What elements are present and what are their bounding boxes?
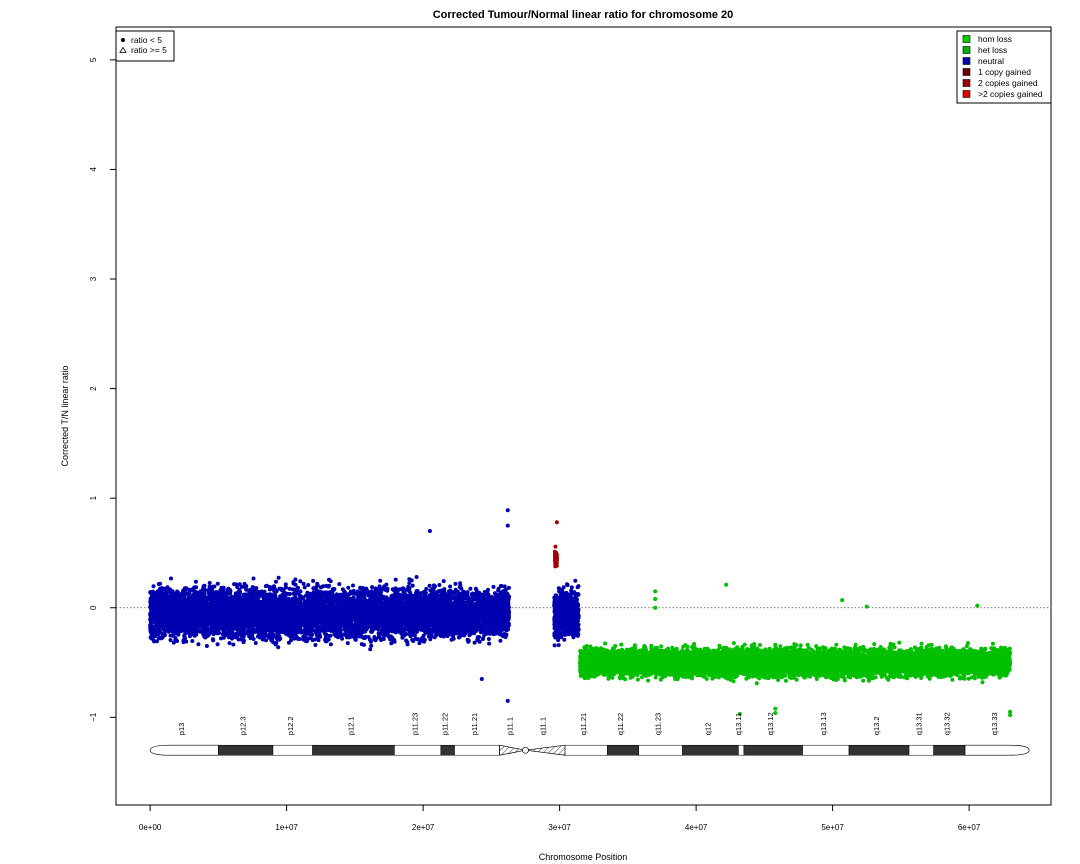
data-point: [315, 581, 320, 586]
data-point: [486, 587, 490, 592]
data-point: [346, 585, 351, 590]
data-point: [171, 640, 176, 645]
data-points: [148, 508, 1013, 718]
data-point: [328, 579, 333, 584]
data-point: [274, 579, 278, 584]
data-point: [370, 585, 375, 590]
chart-title: Corrected Tumour/Normal linear ratio for…: [433, 9, 734, 21]
data-point: [468, 586, 473, 591]
data-point: [207, 581, 212, 585]
data-point: [337, 582, 342, 587]
data-point: [407, 581, 412, 586]
data-point: [169, 576, 173, 581]
data-point: [215, 581, 220, 586]
data-point: [204, 644, 209, 648]
segment-neutral: [148, 575, 512, 652]
data-point: [332, 632, 337, 637]
data-point: [373, 586, 378, 591]
plot-frame: [115, 26, 1052, 806]
data-point: [190, 639, 195, 643]
data-point: [453, 581, 458, 586]
data-point: [264, 583, 269, 588]
data-point: [480, 637, 485, 641]
data-point: [231, 642, 236, 647]
data-point: [378, 578, 383, 583]
data-point: [221, 585, 226, 590]
data-point: [287, 586, 292, 591]
data-point: [427, 583, 432, 588]
data-point: [345, 641, 350, 646]
data-point: [302, 585, 307, 590]
data-point: [251, 576, 256, 581]
data-point: [293, 577, 298, 582]
data-point: [151, 638, 156, 643]
data-point: [340, 636, 345, 641]
data-point: [237, 582, 242, 587]
data-point: [414, 575, 419, 579]
data-point: [393, 577, 398, 582]
data-point: [196, 642, 201, 647]
data-point: [230, 636, 234, 641]
data-point: [234, 582, 239, 587]
data-point: [253, 641, 258, 645]
data-point: [276, 575, 281, 580]
data-point: [432, 585, 437, 590]
data-point: [215, 642, 220, 647]
data-point: [151, 584, 156, 589]
data-point: [227, 641, 232, 646]
data-point: [441, 579, 446, 584]
data-point: [340, 587, 345, 592]
data-point: [168, 638, 173, 643]
data-point: [407, 577, 412, 582]
data-point: [487, 641, 492, 646]
data-point: [156, 582, 161, 587]
data-point: [438, 632, 443, 637]
data-point: [301, 581, 306, 586]
